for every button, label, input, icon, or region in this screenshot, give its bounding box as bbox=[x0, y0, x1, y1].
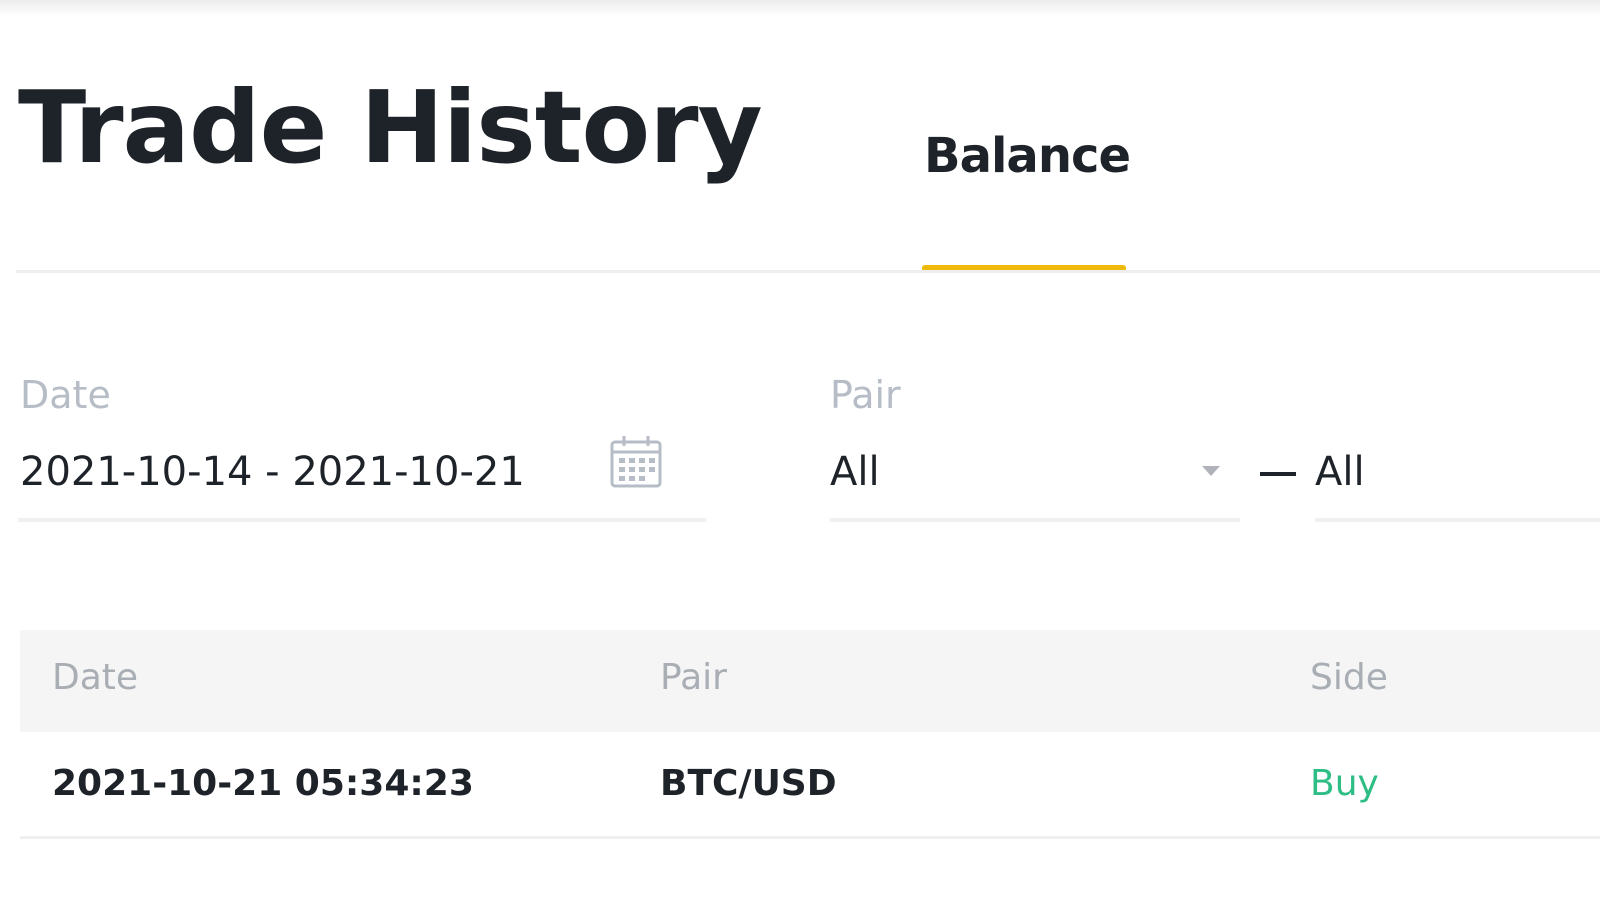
cell-side: Buy bbox=[1310, 763, 1379, 804]
date-range-input[interactable]: 2021-10-14 - 2021-10-21 bbox=[20, 449, 525, 495]
chevron-down-icon[interactable] bbox=[1202, 466, 1220, 476]
pair-separator bbox=[1260, 472, 1296, 476]
column-header-side: Side bbox=[1310, 657, 1388, 698]
pair-base-select[interactable]: All bbox=[830, 449, 880, 495]
pair-quote-underline bbox=[1315, 518, 1600, 522]
tab-divider bbox=[16, 270, 1600, 273]
date-filter-label: Date bbox=[20, 373, 111, 417]
column-header-date: Date bbox=[52, 657, 139, 698]
column-header-pair: Pair bbox=[660, 657, 727, 698]
table-header bbox=[20, 630, 1600, 732]
page-title: Trade History bbox=[18, 69, 763, 186]
date-input-underline bbox=[18, 518, 706, 522]
active-tab-indicator bbox=[922, 265, 1126, 272]
top-bar bbox=[0, 0, 1600, 16]
pair-base-underline bbox=[830, 518, 1240, 522]
pair-filter-label: Pair bbox=[830, 373, 901, 417]
cell-pair: BTC/USD bbox=[660, 763, 837, 804]
tab-balance[interactable]: Balance bbox=[924, 128, 1131, 184]
row-divider bbox=[20, 836, 1600, 839]
cell-date: 2021-10-21 05:34:23 bbox=[52, 763, 474, 804]
calendar-icon[interactable] bbox=[610, 434, 662, 488]
pair-quote-select[interactable]: All bbox=[1315, 449, 1365, 495]
